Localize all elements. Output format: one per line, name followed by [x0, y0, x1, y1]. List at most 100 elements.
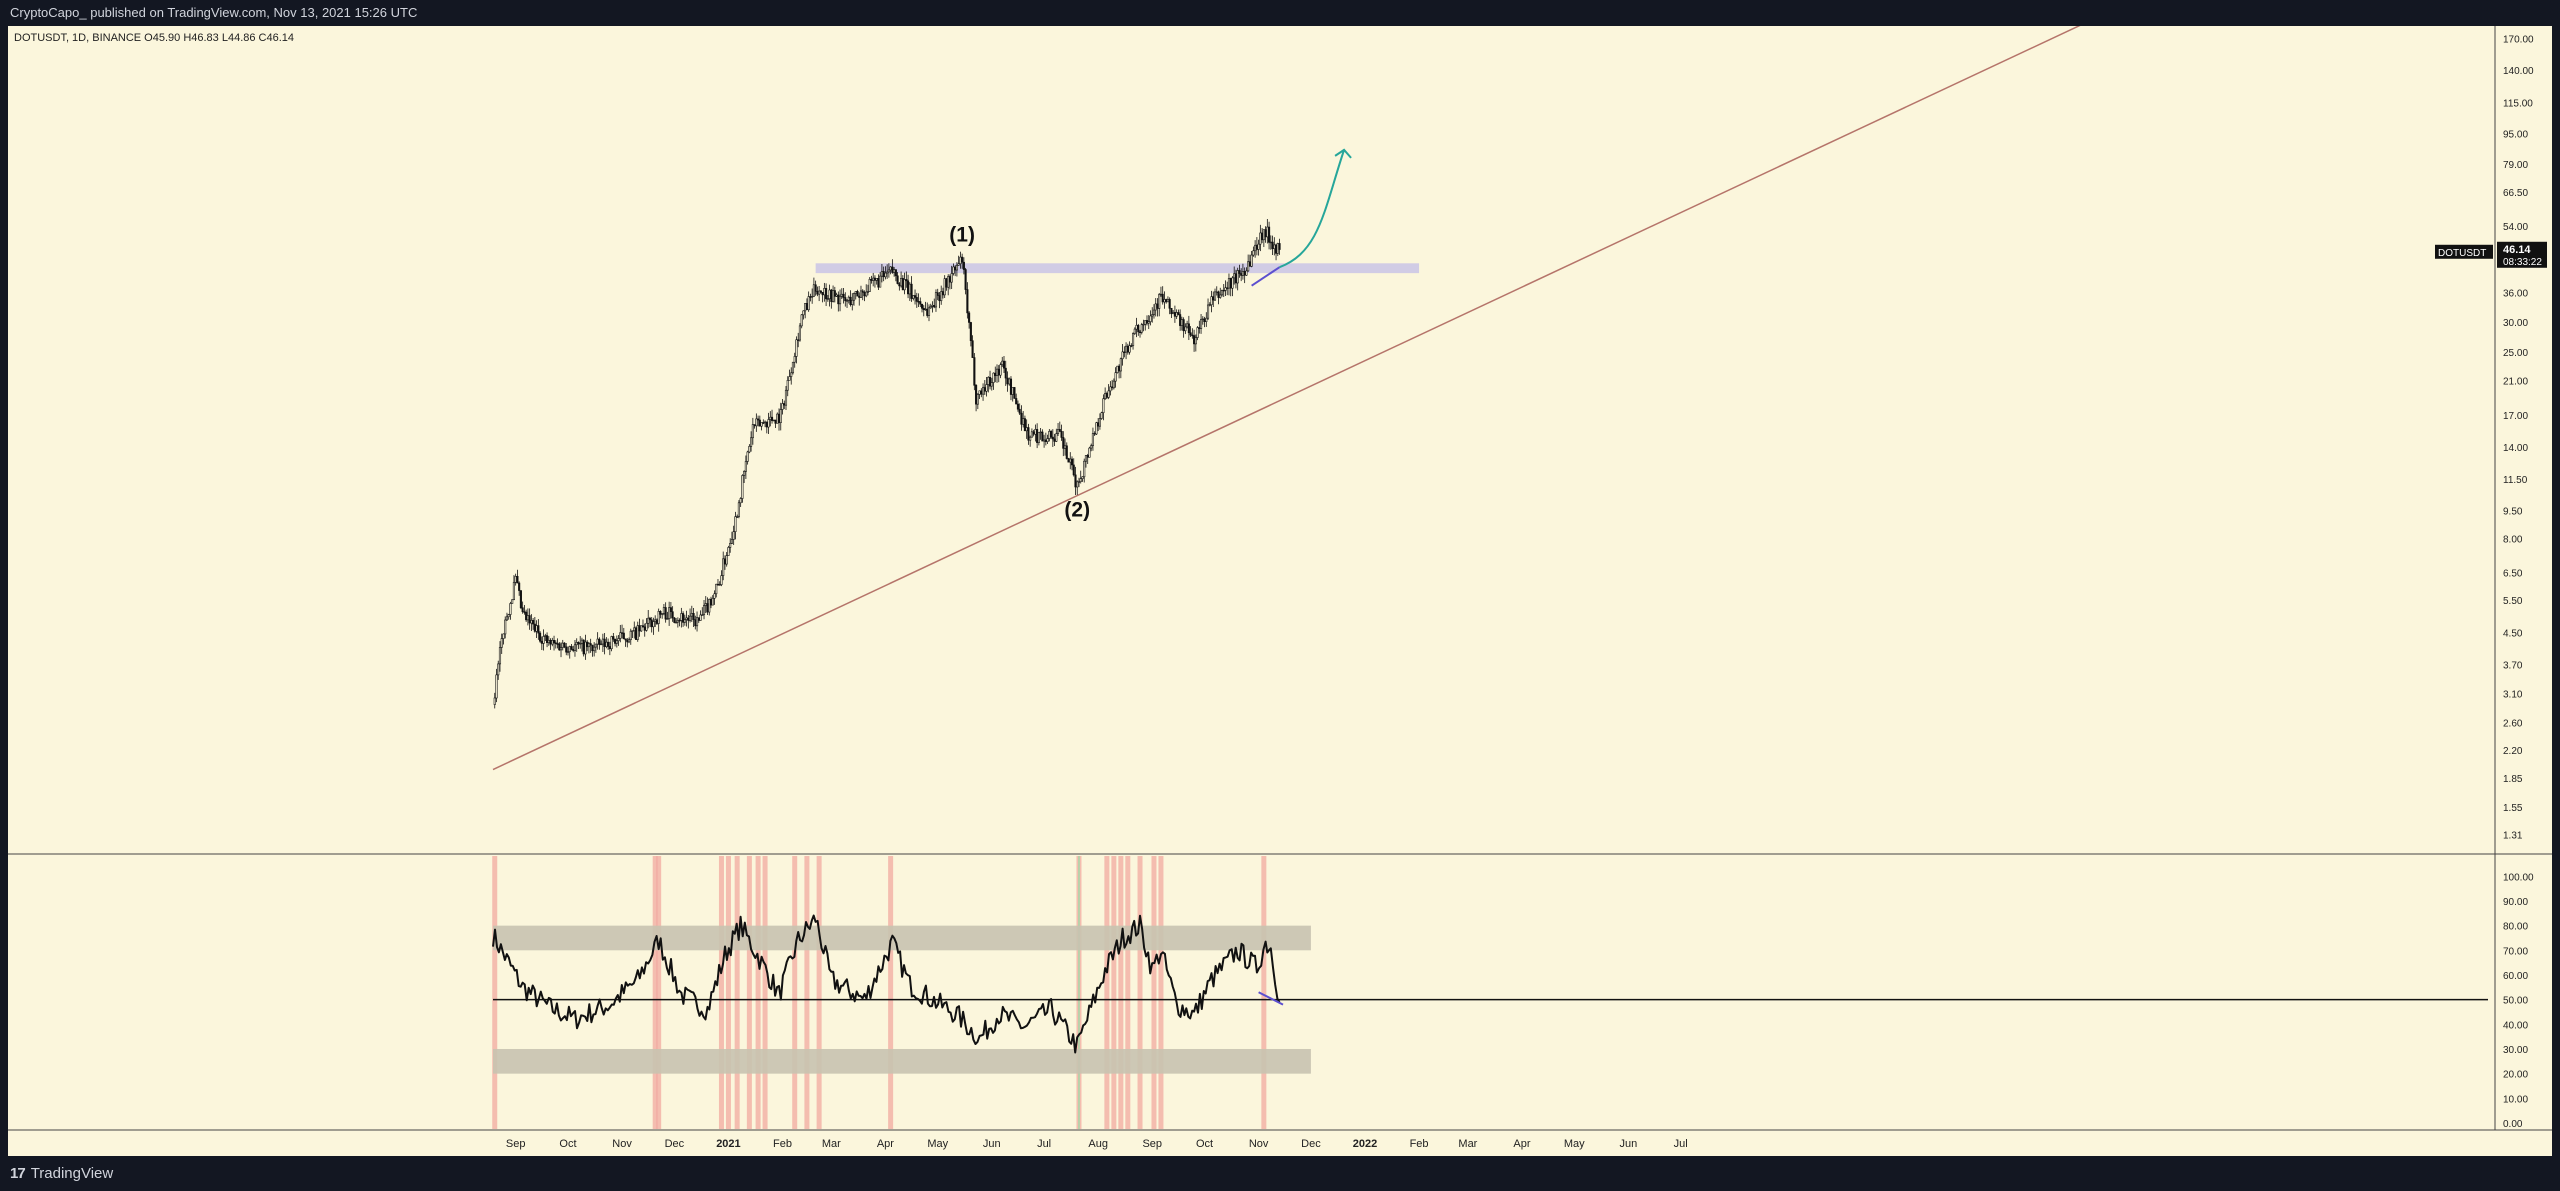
candle-body	[1070, 458, 1074, 466]
time-tick-label: 2021	[716, 1138, 740, 1150]
candle-body	[495, 674, 498, 699]
candle-body	[1004, 367, 1007, 379]
candle-body	[1186, 323, 1189, 328]
rsi-highlight-bar	[755, 856, 761, 1129]
candle-body	[1044, 439, 1047, 442]
chart-frame[interactable]: 170.00140.00115.0095.0079.0066.5054.0044…	[8, 0, 2552, 1156]
candle-body	[983, 387, 986, 392]
candle-body	[901, 278, 904, 291]
rsi-divergence-line	[1258, 991, 1284, 1006]
candle-body	[1222, 290, 1225, 292]
candle-body	[554, 642, 557, 644]
candle-body	[537, 625, 540, 634]
candle-body	[695, 617, 699, 627]
candle-body	[790, 372, 793, 377]
rsi-highlight-bar	[492, 856, 498, 1129]
candle-body	[518, 582, 521, 591]
candle-body	[579, 643, 582, 645]
price-tick-label: 54.00	[2503, 222, 2528, 233]
candle-body	[884, 272, 887, 278]
tradingview-logo[interactable]: 17 TradingView	[10, 1165, 113, 1182]
candle-body	[605, 641, 608, 647]
candle-body	[954, 266, 957, 271]
time-tick-label: Jul	[1674, 1138, 1688, 1150]
candle-body	[715, 583, 718, 595]
candle-body	[730, 539, 733, 544]
candle-body	[1261, 232, 1264, 241]
candle-body	[702, 605, 706, 616]
candle-body	[1041, 431, 1044, 442]
candle-body	[497, 663, 500, 676]
candle-body	[1048, 431, 1051, 439]
candle-body	[1166, 299, 1169, 303]
candle-body	[1072, 464, 1075, 476]
candle-body	[596, 638, 599, 645]
time-tick-label: Dec	[665, 1138, 685, 1150]
candle-body	[1032, 431, 1035, 435]
candle-body	[1276, 243, 1279, 254]
projection-arrow	[1279, 149, 1346, 269]
price-tick-label: 95.00	[2503, 130, 2528, 141]
candle-body	[1255, 244, 1258, 250]
candle-body	[859, 290, 863, 298]
candle-body	[505, 616, 509, 621]
candle-body	[1236, 270, 1239, 284]
candle-body	[833, 290, 836, 297]
candle-body	[1123, 351, 1126, 353]
candle-body	[1006, 377, 1009, 385]
candle-body	[1036, 429, 1039, 443]
resistance-zone	[815, 263, 1420, 274]
rsi-highlight-bar	[1104, 856, 1110, 1129]
candle-body	[971, 340, 974, 358]
candle-body	[641, 625, 645, 628]
rsi-tick-label: 20.00	[2503, 1070, 2528, 1081]
candle-body	[823, 288, 826, 296]
candle-body	[732, 531, 735, 540]
rsi-highlight-bar	[816, 856, 822, 1129]
candle-body	[1018, 408, 1021, 414]
candle-body	[973, 357, 976, 386]
candle-body	[1133, 328, 1136, 334]
candle-body	[952, 266, 955, 274]
candle-body	[619, 632, 622, 639]
candle-body	[943, 278, 946, 296]
time-tick-label: Sep	[506, 1138, 526, 1150]
price-tick-label: 21.00	[2503, 377, 2528, 388]
candle-body	[1247, 261, 1250, 272]
candle-body	[697, 617, 700, 621]
candle-body	[739, 498, 742, 504]
chart-canvas[interactable]: 170.00140.00115.0095.0079.0066.5054.0044…	[8, 0, 2552, 1156]
candle-body	[521, 607, 524, 612]
time-tick-label: Nov	[1249, 1138, 1269, 1150]
rsi-highlight-bar	[734, 856, 740, 1129]
candle-body	[1165, 299, 1168, 303]
price-tick-label: 3.70	[2503, 661, 2523, 672]
price-tick-label: 3.10	[2503, 690, 2523, 701]
candle-body	[591, 644, 594, 652]
candle-body	[546, 635, 549, 643]
candle-body	[600, 643, 603, 646]
candle-body	[704, 603, 707, 606]
candle-body	[1152, 309, 1156, 315]
price-tick-label: 170.00	[2503, 34, 2534, 45]
candle-body	[540, 640, 543, 644]
candle-body	[1020, 412, 1023, 425]
candle-body	[920, 303, 924, 309]
candle-body	[1206, 304, 1210, 319]
time-tick-label: Mar	[1458, 1138, 1477, 1150]
candle-body	[1093, 433, 1096, 435]
candle-body	[694, 619, 697, 627]
rsi-highlight-bar	[718, 856, 724, 1129]
candle-body	[1102, 398, 1105, 413]
candle-body	[1060, 430, 1063, 438]
candle-body	[621, 632, 624, 634]
candle-body	[1046, 438, 1049, 442]
candle-body	[532, 620, 535, 625]
candle-body	[716, 583, 720, 586]
time-tick-label: Feb	[773, 1138, 792, 1150]
candle-body	[1198, 327, 1201, 329]
candle-body	[1090, 445, 1093, 449]
candle-body	[1088, 447, 1091, 458]
candle-body	[924, 308, 927, 311]
candle-body	[586, 641, 589, 648]
